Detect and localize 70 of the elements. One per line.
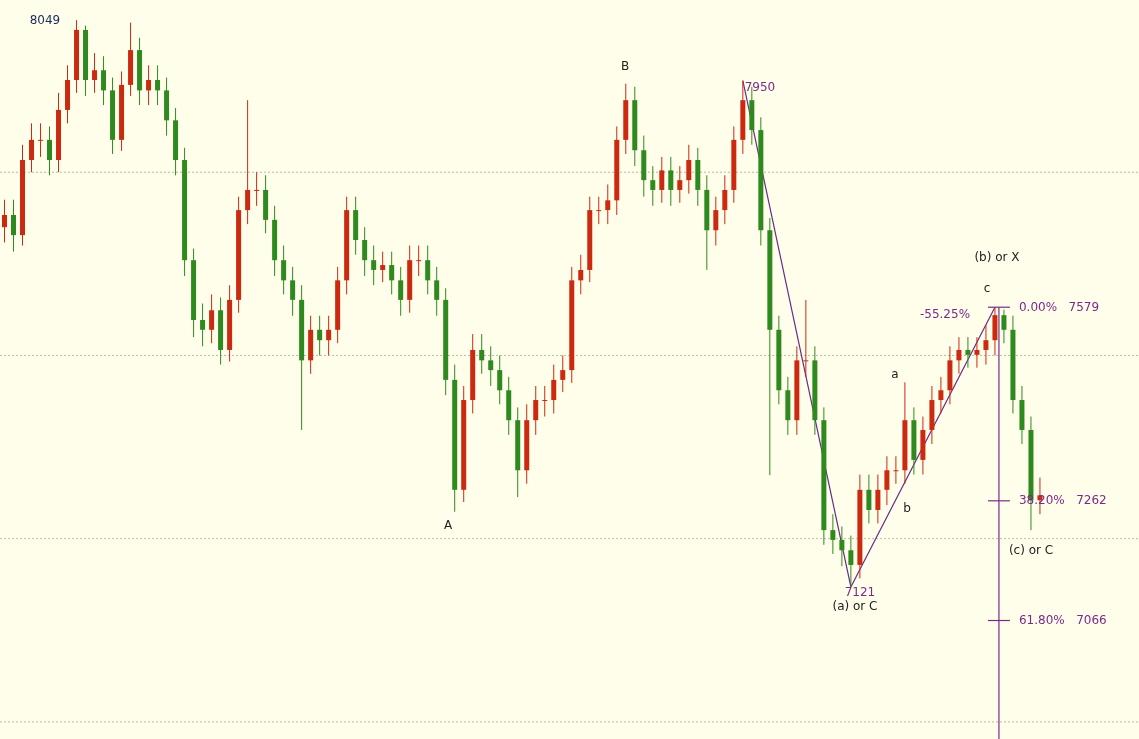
candlestick: [101, 55, 107, 106]
candlestick: [542, 385, 548, 418]
annotation: B: [620, 58, 630, 73]
candlestick: [551, 364, 557, 414]
candlestick: [209, 293, 215, 344]
candlestick: [686, 144, 692, 195]
candlestick: [803, 299, 809, 378]
candlestick: [317, 315, 323, 356]
candlestick: [155, 64, 161, 106]
candlestick: [38, 122, 44, 158]
candlestick: [416, 245, 422, 277]
candlestick: [1001, 309, 1007, 344]
candlestick: [254, 171, 260, 207]
ref-line-label: 0.00% 7579: [1018, 299, 1100, 314]
annotation: 8049: [29, 12, 61, 27]
candlestick: [281, 245, 287, 295]
annotation: c: [983, 280, 991, 295]
candlestick: [839, 525, 845, 567]
candlestick: [974, 336, 980, 369]
annotation: (b) or X: [974, 249, 1020, 264]
candlestick: [713, 196, 719, 247]
candlestick: [245, 99, 251, 225]
candlestick: [956, 336, 962, 375]
candlestick: [290, 266, 296, 317]
candlestick: [389, 251, 395, 295]
candlestick: [479, 333, 485, 375]
candlestick: [560, 354, 566, 393]
candlestick: [434, 266, 440, 317]
candlestick: [497, 354, 503, 405]
candlestick: [380, 251, 386, 283]
annotation: (a) or C: [832, 598, 878, 613]
candlestick: [2, 199, 7, 243]
candlestick: [47, 125, 53, 176]
candlestick: [578, 254, 584, 295]
candlestick: [371, 245, 377, 286]
candlestick: [362, 226, 368, 277]
candlestick: [866, 474, 872, 524]
candlestick: [659, 156, 665, 204]
candlestick: [596, 196, 602, 225]
candlestick: [965, 336, 971, 369]
candlestick: [533, 385, 539, 436]
annotation: 7950: [744, 79, 776, 94]
annotation: b: [903, 500, 911, 515]
candlestick: [326, 315, 332, 356]
ref-line-label: 61.80% 7066: [1018, 613, 1107, 628]
candlestick: [398, 266, 404, 317]
candlestick: [848, 535, 854, 588]
annotation: (c) or C: [1008, 542, 1054, 557]
annotation: 7121: [844, 584, 876, 599]
annotation: -55.25%: [919, 306, 971, 321]
candlestick: [146, 64, 152, 106]
candlestick: [650, 165, 656, 207]
candlestick: [200, 303, 206, 347]
candlestick: [884, 455, 890, 506]
candlestick: [893, 455, 899, 485]
candlestick: [11, 199, 17, 253]
candlestick: [425, 245, 431, 295]
candlestick: [668, 156, 674, 207]
candlestick: [875, 474, 881, 524]
candlestick: [677, 165, 683, 204]
candlestick: [938, 376, 944, 414]
annotation: A: [443, 517, 453, 532]
candlestick: [830, 513, 836, 555]
candlestick: [29, 122, 35, 173]
candlestick: [983, 324, 989, 366]
candlestick: [488, 345, 494, 387]
candlestick: [92, 52, 98, 94]
candlestick: [605, 183, 611, 225]
annotation: a: [891, 366, 899, 381]
candlestick: [722, 174, 728, 225]
